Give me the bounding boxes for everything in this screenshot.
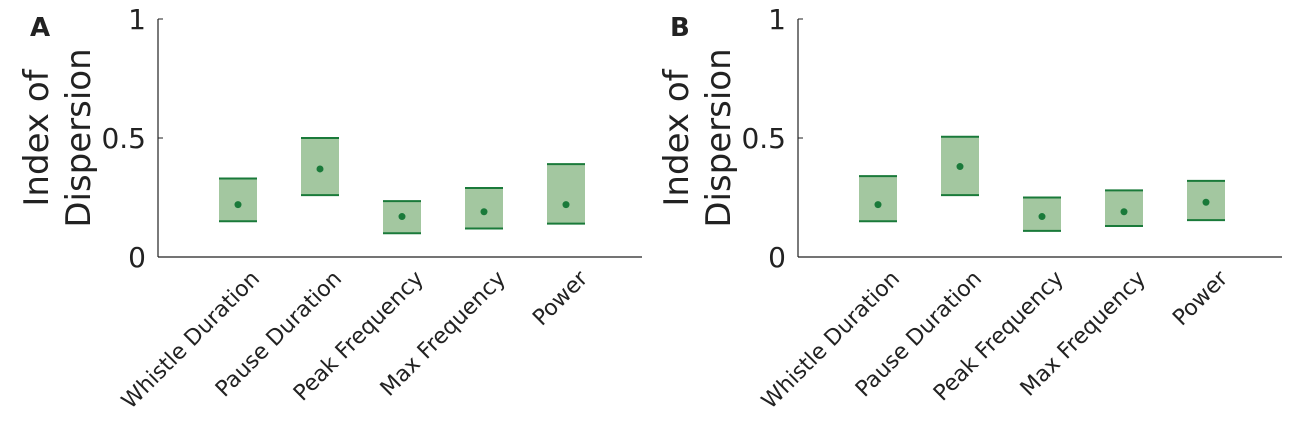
- mean-point: [874, 201, 882, 209]
- mean-point: [316, 165, 324, 173]
- panel-label: A: [30, 13, 50, 43]
- y-tick-label: 0.5: [741, 122, 786, 155]
- y-tick-label: 0.5: [101, 122, 146, 155]
- mean-point: [1202, 198, 1210, 206]
- mean-point: [956, 163, 964, 171]
- range-box: [219, 178, 257, 222]
- y-tick-label: 1: [128, 3, 146, 36]
- mean-point: [398, 213, 406, 221]
- y-axis-label: Index of: [17, 68, 57, 206]
- mean-point: [480, 208, 488, 216]
- range-box: [547, 164, 585, 224]
- y-axis-label: Dispersion: [699, 48, 739, 227]
- mean-point: [1120, 208, 1128, 216]
- panel: B Index of Dispersion 0 0.5 1 Whistle Duration…: [657, 3, 1282, 414]
- y-tick-label: 1: [768, 3, 786, 36]
- y-axis-label: Index of: [657, 68, 697, 206]
- range-box: [859, 176, 897, 222]
- mean-point: [234, 201, 242, 209]
- x-tick-label: Whistle Duration: [117, 266, 265, 414]
- y-tick-label: 0: [128, 241, 146, 274]
- x-tick-label: Power: [1168, 266, 1233, 331]
- panel: A Index of Dispersion 0 0.5 1 Whistle Duration…: [17, 3, 642, 414]
- x-tick-label: Whistle Duration: [757, 266, 905, 414]
- x-tick-label: Power: [528, 266, 593, 331]
- y-tick-label: 0: [768, 241, 786, 274]
- y-axis-label: Dispersion: [59, 48, 99, 227]
- panel-label: B: [670, 13, 690, 43]
- mean-point: [562, 201, 570, 209]
- range-box: [465, 187, 503, 229]
- range-box: [1105, 190, 1143, 227]
- mean-point: [1038, 213, 1046, 221]
